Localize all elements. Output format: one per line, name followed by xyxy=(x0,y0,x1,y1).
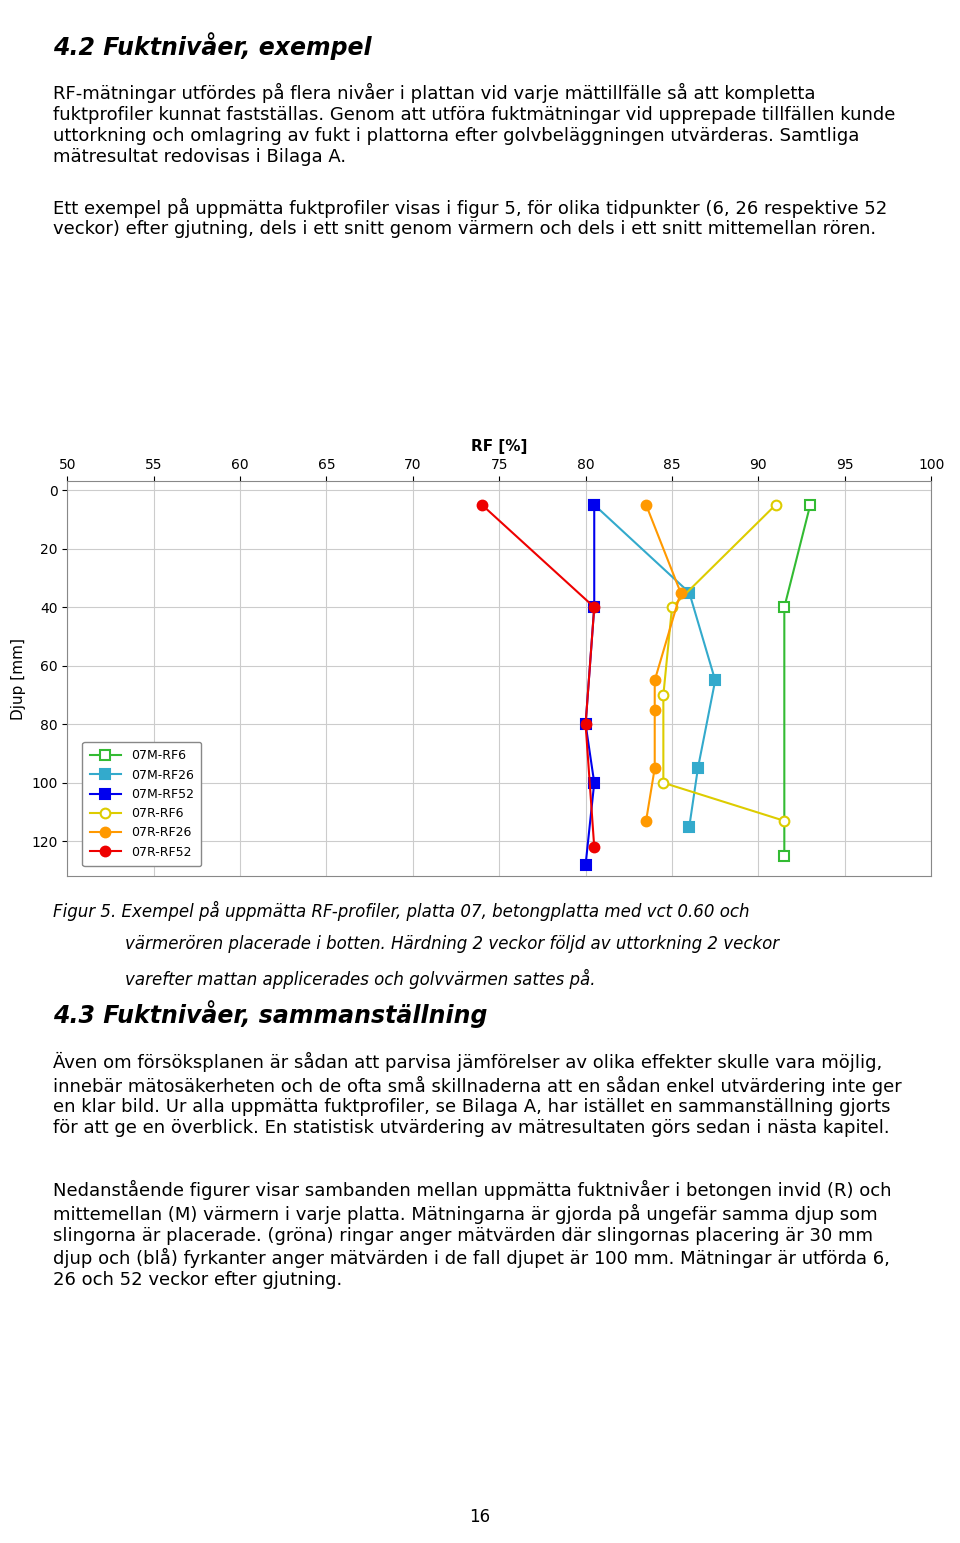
07R-RF26 xyxy=(640,812,652,830)
Text: Även om försöksplanen är sådan att parvisa jämförelser av olika effekter skulle : Även om försöksplanen är sådan att parvi… xyxy=(53,1052,901,1137)
07R-RF26 xyxy=(640,495,652,514)
07M-RF26 xyxy=(588,495,600,514)
Text: 4.3 Fuktnivåer, sammanställning: 4.3 Fuktnivåer, sammanställning xyxy=(53,1000,487,1028)
Text: RF-mätningar utfördes på flera nivåer i plattan vid varje mättillfälle så att ko: RF-mätningar utfördes på flera nivåer i … xyxy=(53,83,895,165)
Text: Ett exempel på uppmätta fuktprofiler visas i figur 5, för olika tidpunkter (6, 2: Ett exempel på uppmätta fuktprofiler vis… xyxy=(53,198,887,238)
Line: 07R-RF26: 07R-RF26 xyxy=(641,500,685,826)
07R-RF6 xyxy=(658,773,669,792)
07R-RF6 xyxy=(770,495,781,514)
07R-RF6 xyxy=(666,599,678,617)
07R-RF52 xyxy=(580,714,591,733)
07R-RF26 xyxy=(675,583,686,602)
07M-RF26 xyxy=(684,583,695,602)
07M-RF26 xyxy=(692,759,704,778)
07R-RF6 xyxy=(658,685,669,704)
07M-RF52 xyxy=(588,599,600,617)
07M-RF26 xyxy=(709,671,721,690)
Line: 07M-RF6: 07M-RF6 xyxy=(780,500,815,861)
07M-RF26 xyxy=(684,818,695,836)
Line: 07R-RF52: 07R-RF52 xyxy=(477,500,599,852)
07R-RF6 xyxy=(779,812,790,830)
Y-axis label: Djup [mm]: Djup [mm] xyxy=(11,637,26,721)
07R-RF26 xyxy=(649,671,660,690)
X-axis label: RF [%]: RF [%] xyxy=(471,438,527,454)
07M-RF52 xyxy=(588,773,600,792)
07M-RF6 xyxy=(804,495,816,514)
07R-RF26 xyxy=(649,701,660,719)
07R-RF52 xyxy=(588,599,600,617)
Text: Nedanstående figurer visar sambanden mellan uppmätta fuktnivåer i betongen invid: Nedanstående figurer visar sambanden mel… xyxy=(53,1180,891,1288)
Line: 07M-RF26: 07M-RF26 xyxy=(589,500,720,832)
07R-RF52 xyxy=(476,495,488,514)
Text: 16: 16 xyxy=(469,1508,491,1526)
Text: Figur 5. Exempel på uppmätta RF-profiler, platta 07, betongplatta med vct 0.60 o: Figur 5. Exempel på uppmätta RF-profiler… xyxy=(53,901,750,921)
Line: 07M-RF52: 07M-RF52 xyxy=(581,500,599,870)
Text: värmerören placerade i botten. Härdning 2 veckor följd av uttorkning 2 veckor: värmerören placerade i botten. Härdning … xyxy=(125,935,779,954)
07R-RF26 xyxy=(649,759,660,778)
07M-RF6 xyxy=(779,847,790,866)
07M-RF6 xyxy=(779,599,790,617)
07R-RF52 xyxy=(588,838,600,856)
Text: varefter mattan applicerades och golvvärmen sattes på.: varefter mattan applicerades och golvvär… xyxy=(125,969,595,989)
07M-RF52 xyxy=(588,495,600,514)
07M-RF52 xyxy=(580,714,591,733)
07M-RF52 xyxy=(580,855,591,873)
Line: 07R-RF6: 07R-RF6 xyxy=(659,500,789,826)
Legend: 07M-RF6, 07M-RF26, 07M-RF52, 07R-RF6, 07R-RF26, 07R-RF52: 07M-RF6, 07M-RF26, 07M-RF52, 07R-RF6, 07… xyxy=(83,742,202,866)
Text: 4.2 Fuktnivåer, exempel: 4.2 Fuktnivåer, exempel xyxy=(53,32,372,60)
